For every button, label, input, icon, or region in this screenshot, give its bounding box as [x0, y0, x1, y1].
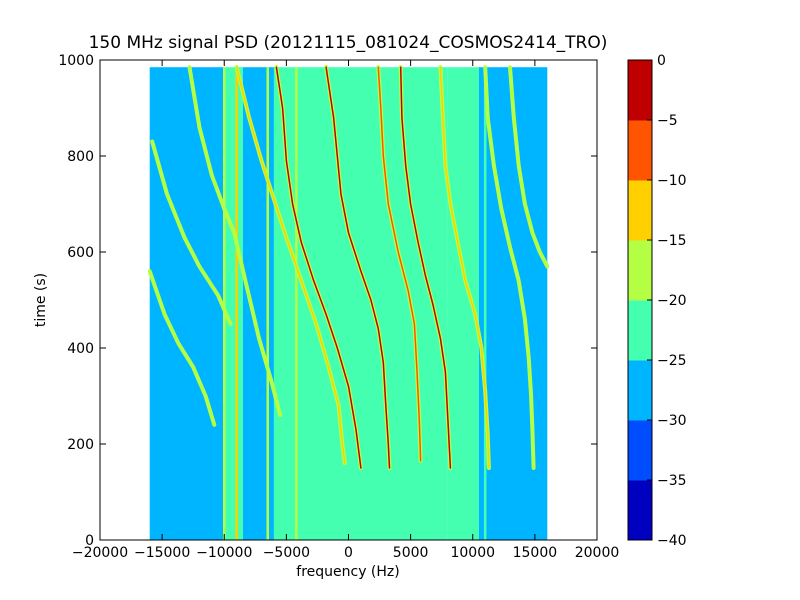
chart-title: 150 MHz signal PSD (20121115_081024_COSM… — [89, 33, 608, 53]
colorbar-tick-label: −40 — [657, 533, 687, 549]
colorbar-segment — [628, 180, 652, 241]
doppler-track — [148, 270, 216, 426]
y-tick-label: 0 — [85, 533, 94, 549]
y-tick-label: 1000 — [58, 53, 94, 69]
x-tick-label: 10000 — [450, 545, 495, 561]
x-tick-label: −20000 — [72, 545, 128, 561]
title-group: 150 MHz signal PSD (20121115_081024_COSM… — [89, 33, 608, 53]
y-tick-label: 800 — [67, 149, 94, 165]
doppler-track — [399, 66, 452, 469]
colorbar-segment — [628, 300, 652, 361]
y-axis-label: time (s) — [33, 273, 49, 327]
doppler-track — [188, 66, 281, 416]
y-tick-label: 600 — [67, 245, 94, 261]
colorbar-segment — [628, 240, 652, 301]
axes: −20000 −15000 −10000 −5000 0 5000 10000 15000 20… — [58, 53, 619, 561]
doppler-track — [235, 66, 346, 464]
colorbar-segment — [628, 480, 652, 541]
colorbar-segment — [628, 420, 652, 481]
colorbar-tick-label: −35 — [657, 473, 687, 489]
x-tick-label: −15000 — [134, 545, 190, 561]
colorbar-tick-label: −15 — [657, 233, 687, 249]
colorbar-tick-label: −30 — [657, 413, 687, 429]
psd-band — [242, 67, 274, 540]
x-tick-label: −5000 — [263, 545, 310, 561]
colorbar-segment — [628, 120, 652, 181]
doppler-track — [275, 66, 362, 469]
colorbar-tick-label: −10 — [657, 173, 687, 189]
doppler-track — [325, 66, 391, 469]
colorbar-segment — [628, 60, 652, 121]
x-tick-label: −10000 — [196, 545, 252, 561]
x-tick-label: 5000 — [393, 545, 429, 561]
colorbar-segment — [628, 360, 652, 421]
colorbar-tick-label: −5 — [657, 113, 678, 129]
x-axis-label: frequency (Hz) — [296, 564, 399, 580]
x-tick-label: 15000 — [513, 545, 558, 561]
doppler-track — [484, 66, 535, 469]
doppler-track — [509, 66, 549, 268]
colorbar: −40 −35 −30 −25 −20 −15 −10 −5 0 — [627, 53, 687, 549]
doppler-track — [151, 140, 232, 325]
y-tick-label: 200 — [67, 437, 94, 453]
y-tick-label: 400 — [67, 341, 94, 357]
colorbar-tick-label: −20 — [657, 293, 687, 309]
x-tick-label: 20000 — [575, 545, 620, 561]
psd-band — [447, 67, 479, 540]
doppler-track — [377, 66, 422, 462]
colorbar-tick-label: −25 — [657, 353, 687, 369]
colorbar-tick-label: 0 — [657, 53, 666, 69]
doppler-track — [439, 66, 490, 469]
plot-area — [147, 65, 550, 540]
x-tick-label: 0 — [344, 545, 353, 561]
